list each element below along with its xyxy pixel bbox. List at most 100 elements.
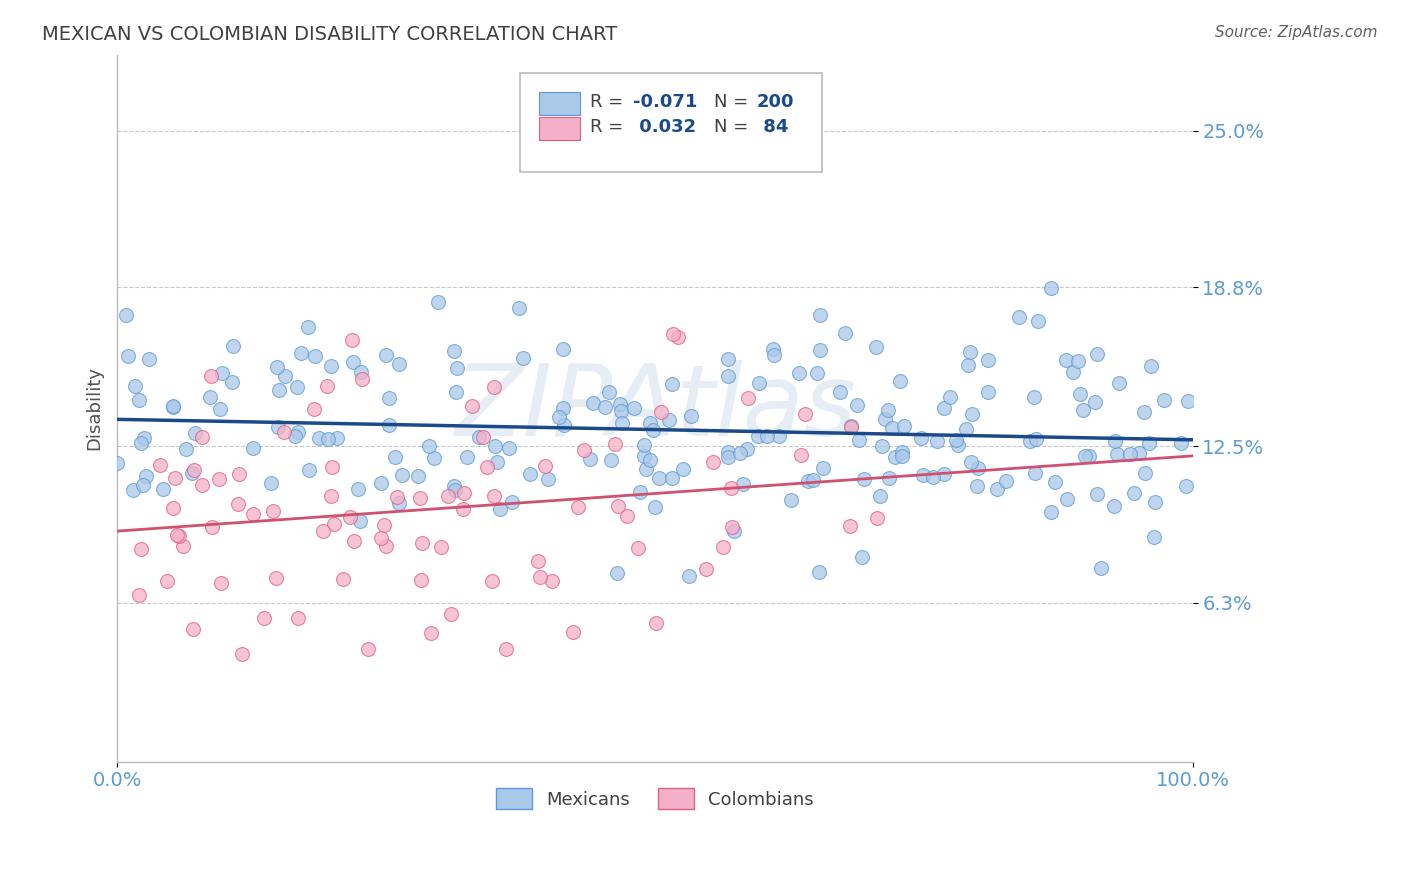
Point xyxy=(105,456,128,470)
Point xyxy=(129,542,152,557)
Point xyxy=(1084,395,1107,409)
Point xyxy=(370,476,392,491)
Point xyxy=(484,489,506,503)
Point xyxy=(723,524,745,538)
Point xyxy=(319,359,342,373)
Point xyxy=(658,412,681,426)
Point xyxy=(644,500,666,514)
Point xyxy=(190,430,212,444)
Point xyxy=(1066,354,1088,368)
Point xyxy=(482,380,505,394)
Text: Source: ZipAtlas.com: Source: ZipAtlas.com xyxy=(1215,25,1378,40)
Point xyxy=(138,351,160,366)
Point xyxy=(418,440,440,454)
Point xyxy=(162,399,184,413)
Point xyxy=(1102,499,1125,513)
Point xyxy=(638,453,661,467)
Point xyxy=(287,611,309,625)
Point xyxy=(321,460,343,475)
Point xyxy=(287,425,309,440)
Point xyxy=(877,471,900,485)
Point xyxy=(541,574,564,589)
Point xyxy=(297,319,319,334)
Point xyxy=(388,357,411,371)
Point xyxy=(495,642,517,657)
Point xyxy=(553,417,575,432)
Point xyxy=(253,611,276,625)
Point xyxy=(1078,449,1101,463)
Point xyxy=(960,407,983,421)
Point xyxy=(211,367,233,381)
Text: R =: R = xyxy=(591,118,630,136)
Point xyxy=(650,405,672,419)
Point xyxy=(501,495,523,509)
Point xyxy=(319,489,342,503)
Point xyxy=(1018,434,1040,448)
Point xyxy=(661,470,683,484)
Point xyxy=(966,479,988,493)
Point xyxy=(959,345,981,359)
Point xyxy=(242,441,264,455)
Point xyxy=(1143,530,1166,544)
Point xyxy=(609,403,631,417)
Point xyxy=(128,588,150,602)
Point xyxy=(1074,449,1097,463)
Point xyxy=(582,395,605,409)
Point xyxy=(128,392,150,407)
Point xyxy=(977,385,1000,400)
Point xyxy=(377,391,399,405)
Point xyxy=(638,416,661,430)
Point xyxy=(208,472,231,486)
Point xyxy=(117,349,139,363)
Point xyxy=(420,626,443,640)
Point xyxy=(626,541,648,556)
Point xyxy=(451,502,474,516)
Point xyxy=(834,326,856,341)
Point xyxy=(870,439,893,453)
Point xyxy=(1024,466,1046,480)
Point xyxy=(467,430,489,444)
Point xyxy=(304,402,326,417)
Point xyxy=(285,380,308,394)
Point xyxy=(806,366,828,380)
Text: N =: N = xyxy=(714,118,754,136)
Point xyxy=(967,460,990,475)
Point xyxy=(484,439,506,453)
Point xyxy=(508,301,530,316)
Point xyxy=(977,353,1000,368)
Point xyxy=(643,423,665,437)
Point xyxy=(477,460,499,475)
Point xyxy=(375,348,398,362)
Point xyxy=(406,469,429,483)
Point xyxy=(882,420,904,434)
Point xyxy=(162,501,184,516)
Point xyxy=(1039,504,1062,518)
Point xyxy=(1105,448,1128,462)
Text: 200: 200 xyxy=(756,93,794,111)
Point xyxy=(423,450,446,465)
Point xyxy=(284,429,307,443)
Point xyxy=(603,437,626,451)
Point xyxy=(537,472,560,486)
Point xyxy=(1062,365,1084,379)
Point xyxy=(1137,436,1160,450)
Point xyxy=(166,527,188,541)
Point xyxy=(340,333,363,347)
Point xyxy=(628,485,651,500)
Point xyxy=(163,471,186,485)
Point xyxy=(439,607,461,622)
Point xyxy=(875,412,897,426)
Point xyxy=(945,433,967,447)
Point xyxy=(198,390,221,404)
Point xyxy=(156,574,179,589)
Point xyxy=(350,365,373,379)
Point xyxy=(1025,433,1047,447)
Point xyxy=(461,399,484,413)
Point xyxy=(332,572,354,586)
Point xyxy=(956,358,979,372)
Point xyxy=(226,497,249,511)
Point xyxy=(122,483,145,497)
Y-axis label: Disability: Disability xyxy=(86,367,103,450)
Point xyxy=(453,485,475,500)
Point xyxy=(375,539,398,553)
